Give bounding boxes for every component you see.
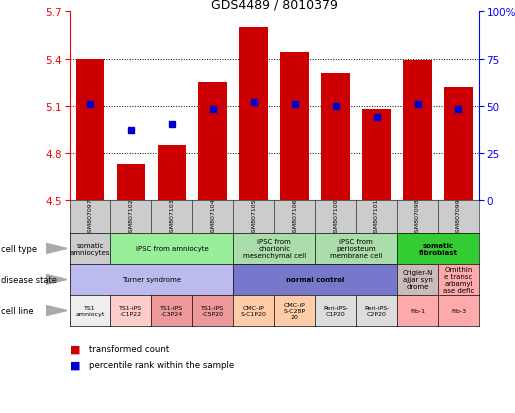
Text: Ornithin
e transc
arbamyl
ase defic: Ornithin e transc arbamyl ase defic [443, 266, 474, 293]
Title: GDS4489 / 8010379: GDS4489 / 8010379 [211, 0, 338, 11]
Polygon shape [46, 244, 67, 254]
Text: CMC-iP
S-C1P20: CMC-iP S-C1P20 [241, 305, 267, 316]
Bar [362, 109, 391, 200]
Text: Crigler-N
ajjar syn
drome: Crigler-N ajjar syn drome [402, 270, 433, 290]
Text: GSM807104: GSM807104 [210, 198, 215, 235]
Text: CMC-iP
S-C28P
20: CMC-iP S-C28P 20 [284, 302, 306, 319]
Text: GSM807097: GSM807097 [88, 198, 93, 236]
Text: disease state: disease state [1, 275, 57, 284]
Text: TS1
amniocyt: TS1 amniocyt [75, 305, 105, 316]
Text: TS1-iPS
-C5P20: TS1-iPS -C5P20 [201, 305, 225, 316]
Bar [198, 83, 227, 200]
Bar [280, 53, 309, 200]
Bar [403, 61, 432, 200]
Text: percentile rank within the sample: percentile rank within the sample [89, 360, 234, 369]
Text: ■: ■ [70, 360, 80, 370]
Bar [321, 74, 350, 200]
Text: normal control: normal control [286, 277, 345, 283]
Text: iPSC from
chorionic
mesenchymal cell: iPSC from chorionic mesenchymal cell [243, 239, 306, 259]
Text: Turner syndrome: Turner syndrome [122, 277, 181, 283]
Text: GSM807099: GSM807099 [456, 198, 461, 236]
Text: TS1-iPS
-C1P22: TS1-iPS -C1P22 [119, 305, 143, 316]
Text: GSM807101: GSM807101 [374, 198, 379, 235]
Text: transformed count: transformed count [89, 344, 169, 354]
Text: TS1-iPS
-C3P24: TS1-iPS -C3P24 [160, 305, 183, 316]
Text: GSM807102: GSM807102 [128, 198, 133, 235]
Text: Fib-1: Fib-1 [410, 308, 425, 313]
Text: Peri-iPS-
C1P20: Peri-iPS- C1P20 [323, 305, 348, 316]
Text: Peri-iPS-
C2P20: Peri-iPS- C2P20 [364, 305, 389, 316]
Text: iPSC from amniocyte: iPSC from amniocyte [135, 246, 208, 252]
Text: GSM807100: GSM807100 [333, 198, 338, 235]
Text: GSM807103: GSM807103 [169, 198, 175, 235]
Polygon shape [46, 275, 67, 285]
Text: GSM807105: GSM807105 [251, 198, 256, 235]
Text: GSM807098: GSM807098 [415, 198, 420, 235]
Text: cell type: cell type [1, 244, 37, 253]
Polygon shape [46, 306, 67, 316]
Text: GSM807106: GSM807106 [292, 198, 297, 235]
Bar [158, 145, 186, 200]
Text: somatic
fibroblast: somatic fibroblast [419, 242, 457, 255]
Bar [444, 88, 473, 200]
Bar [116, 164, 145, 200]
Text: somatic
amniocytes: somatic amniocytes [70, 242, 110, 255]
Text: ■: ■ [70, 344, 80, 354]
Text: Fib-3: Fib-3 [451, 308, 466, 313]
Bar [239, 28, 268, 200]
Text: iPSC from
periosteum
membrane cell: iPSC from periosteum membrane cell [330, 239, 382, 259]
Bar [76, 59, 105, 200]
Text: cell line: cell line [1, 306, 33, 315]
